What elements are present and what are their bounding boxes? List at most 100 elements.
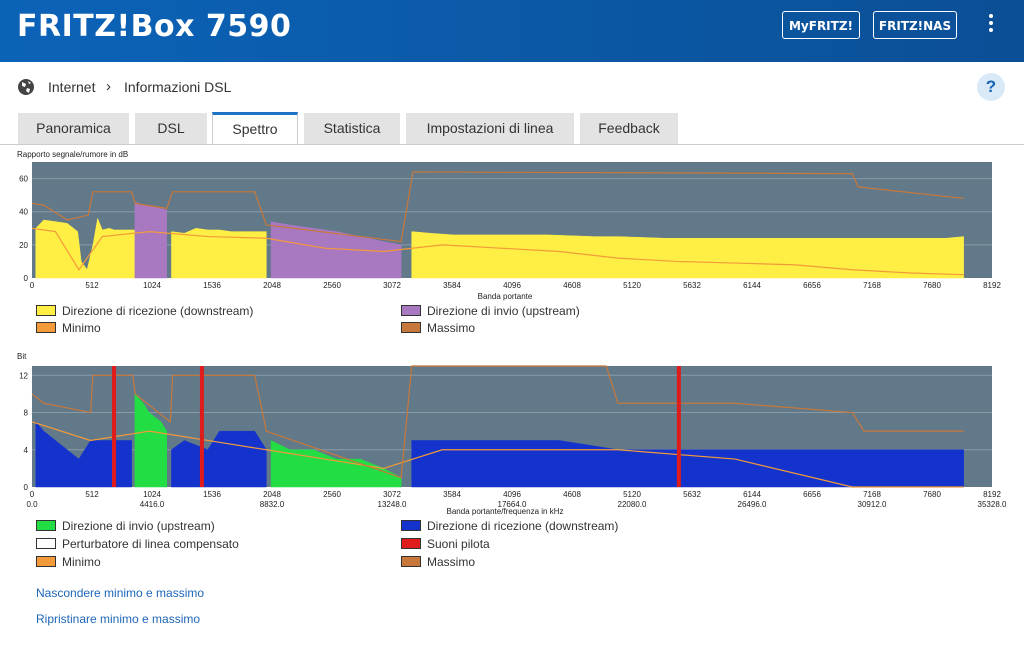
bit-freq-tick-label: 4416.0 [140, 500, 165, 509]
snr-xtick-label: 7680 [923, 281, 941, 290]
bit-ytick-label: 4 [24, 446, 29, 455]
bit-xtick-label: 4096 [503, 490, 521, 499]
myfritz-button[interactable]: MyFRITZ! [782, 11, 860, 39]
bit-xtick-label: 2560 [323, 490, 341, 499]
bit-xtick-label: 6656 [803, 490, 821, 499]
bit-freq-tick-label: 8832.0 [260, 500, 285, 509]
legend-swatch-suoni-pilota [401, 538, 421, 549]
bit-xtick-label: 512 [85, 490, 99, 499]
legend-minimo: Minimo [62, 321, 101, 335]
legend-bit-upstream: Direzione di invio (upstream) [62, 519, 215, 533]
brand-title: FRITZ!Box 7590 [17, 9, 292, 44]
snr-area-direzione-di-invio-upstream [270, 221, 402, 279]
legend-swatch-bit-massimo [401, 556, 421, 567]
snr-xtick-label: 3584 [443, 281, 461, 290]
legend-bit-downstream: Direzione di ricezione (downstream) [427, 519, 619, 533]
snr-xtick-label: 1536 [203, 281, 221, 290]
legend-upstream: Direzione di invio (upstream) [427, 304, 580, 318]
snr-xtick-label: 1024 [143, 281, 161, 290]
snr-line-massimo [31, 171, 964, 243]
snr-xtick-label: 512 [85, 281, 99, 290]
bit-ylabel: Bit [17, 352, 27, 361]
top-bar: FRITZ!Box 7590 MyFRITZ! FRITZ!NAS [0, 0, 1024, 62]
bit-line-massimo [31, 365, 964, 479]
snr-area-direzione-di-ricezione-downstream [35, 217, 136, 279]
legend-swatch-bit-minimo [36, 556, 56, 567]
legend-perturbatore: Perturbatore di linea compensato [62, 537, 239, 551]
breadcrumb-internet[interactable]: Internet [48, 79, 96, 95]
bit-freq-tick-label: 30912.0 [858, 500, 887, 509]
snr-chart-svg: Rapporto segnale/rumore in dB 60 40 20 00 51… [17, 150, 1001, 301]
hide-min-max-link[interactable]: Nascondere minimo e massimo [36, 586, 205, 600]
bit-ytick-label: 0 [24, 483, 29, 492]
snr-xtick-label: 6656 [803, 281, 821, 290]
snr-xlabel: Banda portante [478, 292, 533, 301]
bit-xtick-label: 3584 [443, 490, 461, 499]
legend-downstream: Direzione di ricezione (downstream) [62, 304, 254, 318]
tab-impostazioni-di-linea[interactable]: Impostazioni di linea [406, 113, 574, 144]
bit-freq-tick-label: 17664.0 [498, 500, 527, 509]
legend-swatch-bit-downstream [401, 520, 421, 531]
bit-xtick-label: 3072 [383, 490, 401, 499]
legend-swatch-bit-upstream [36, 520, 56, 531]
legend-swatch-upstream [401, 305, 421, 316]
bit-xtick-label: 1536 [203, 490, 221, 499]
bit-xtick-label: 2048 [263, 490, 281, 499]
snr-area-direzione-di-ricezione-downstream [171, 228, 267, 279]
tab-panoramica[interactable]: Panoramica [18, 113, 129, 144]
bit-freq-tick-label: 13248.0 [378, 500, 407, 509]
snr-xtick-label: 5120 [623, 281, 641, 290]
legend-massimo: Massimo [427, 321, 476, 335]
bit-xtick-label: 1024 [143, 490, 161, 499]
legend-bit-minimo: Minimo [62, 555, 101, 569]
snr-xtick-label: 0 [30, 281, 35, 290]
bit-chart: Bit 12 8 4 0 0 512 1024 1536 2048 2560 3072 3584 409… [0, 348, 1024, 518]
bit-ytick-label: 12 [19, 371, 28, 380]
bit-ytick-label: 8 [24, 409, 29, 418]
bit-xtick-label: 0 [30, 490, 35, 499]
snr-xtick-label: 3072 [383, 281, 401, 290]
chevron-right-icon: › [106, 78, 111, 95]
tab-statistica[interactable]: Statistica [304, 113, 400, 144]
bit-line-minimo [31, 421, 964, 488]
legend-swatch-massimo [401, 322, 421, 333]
snr-xtick-label: 4096 [503, 281, 521, 290]
snr-ylabel: Rapporto segnale/rumore in dB [17, 150, 128, 159]
snr-xtick-label: 7168 [863, 281, 881, 290]
bit-xtick-label: 6144 [743, 490, 761, 499]
snr-ytick-label: 60 [19, 175, 28, 184]
bit-freq-tick-label: 22080.0 [618, 500, 647, 509]
tab-dsl[interactable]: DSL [135, 113, 207, 144]
breadcrumb-current: Informazioni DSL [124, 79, 232, 95]
bit-xtick-label: 5120 [623, 490, 641, 499]
legend-bit-massimo: Massimo [427, 555, 476, 569]
bit-freq-tick-label: 35328.0 [978, 500, 1007, 509]
snr-area-direzione-di-ricezione-downstream [411, 231, 964, 279]
snr-xtick-label: 2560 [323, 281, 341, 290]
fritznas-button[interactable]: FRITZ!NAS [873, 11, 957, 39]
bit-xtick-label: 7168 [863, 490, 881, 499]
help-icon[interactable]: ? [977, 73, 1005, 101]
legend-swatch-minimo [36, 322, 56, 333]
bit-xlabel: Banda portante/frequenza in kHz [447, 507, 564, 516]
bit-xtick-label: 7680 [923, 490, 941, 499]
bit-freq-tick-label: 0.0 [26, 500, 38, 509]
kebab-menu-icon[interactable] [983, 14, 999, 36]
bit-area-direzione-di-ricezione-downstream [411, 440, 964, 488]
bit-xtick-label: 4608 [563, 490, 581, 499]
snr-chart: Rapporto segnale/rumore in dB 60 40 20 0 0 51… [0, 148, 1024, 303]
legend-suoni-pilota: Suoni pilota [427, 537, 490, 551]
snr-ytick-label: 40 [19, 208, 28, 217]
restore-min-max-link[interactable]: Ripristinare minimo e massimo [36, 612, 201, 626]
snr-xtick-label: 2048 [263, 281, 281, 290]
bit-xtick-label: 5632 [683, 490, 701, 499]
snr-xtick-label: 5632 [683, 281, 701, 290]
tab-spettro[interactable]: Spettro [212, 112, 298, 145]
tab-divider [0, 144, 1024, 145]
tab-feedback[interactable]: Feedback [580, 113, 678, 144]
snr-xtick-label: 6144 [743, 281, 761, 290]
globe-icon [18, 79, 34, 95]
bit-xtick-label: 8192 [983, 490, 1001, 499]
bit-freq-tick-label: 26496.0 [738, 500, 767, 509]
tab-bar: Panoramica DSL Spettro Statistica Impost… [0, 112, 1024, 145]
